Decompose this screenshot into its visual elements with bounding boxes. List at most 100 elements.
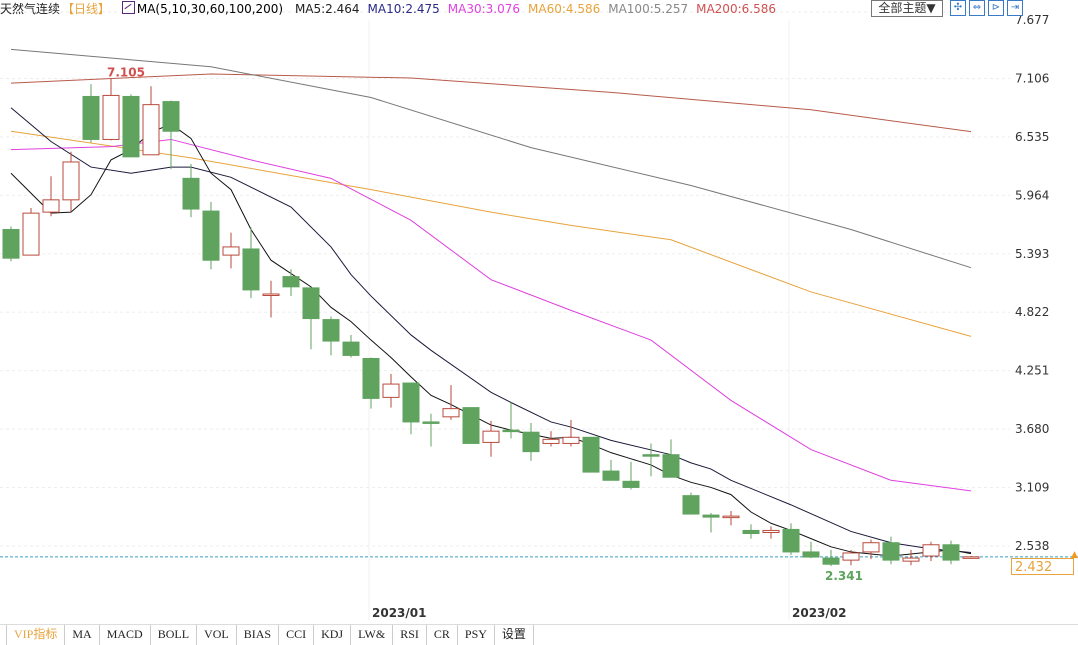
- tab-bias[interactable]: BIAS: [237, 625, 280, 645]
- candle[interactable]: [82, 84, 100, 143]
- candle[interactable]: [482, 420, 500, 457]
- candle[interactable]: [302, 287, 320, 350]
- candle-body: [322, 319, 340, 342]
- candle-body: [502, 429, 520, 433]
- candle[interactable]: [962, 556, 980, 559]
- candle[interactable]: [222, 232, 240, 269]
- candlestick-chart[interactable]: 7.677 7.106 6.535 5.964 5.393 4.822 4.251 3.680…: [0, 0, 1078, 624]
- tab-macd[interactable]: MACD: [100, 625, 151, 645]
- candle[interactable]: [522, 422, 540, 461]
- candle[interactable]: [862, 539, 880, 560]
- extreme-price-label: 2.341: [825, 569, 863, 583]
- candle[interactable]: [742, 524, 760, 539]
- ma-line-ma10: [10, 107, 972, 553]
- candle[interactable]: [162, 100, 180, 170]
- candle[interactable]: [42, 176, 60, 217]
- ma-params[interactable]: MA(5,10,30,60,100,200): [136, 2, 284, 16]
- candle-body: [302, 287, 320, 320]
- tab-rsi[interactable]: RSI: [393, 625, 427, 645]
- ma-value-ma30: MA30:3.076: [447, 2, 520, 16]
- candle[interactable]: [62, 151, 80, 213]
- candle[interactable]: [562, 419, 580, 447]
- candle[interactable]: [902, 549, 920, 566]
- candle[interactable]: [882, 536, 900, 565]
- candle[interactable]: [582, 436, 600, 473]
- candle-body: [242, 248, 260, 291]
- candle-body: [762, 529, 780, 533]
- tab-kdj[interactable]: KDJ: [314, 625, 352, 645]
- zoom-range-icon[interactable]: ⇔: [969, 0, 985, 16]
- tab-lw[interactable]: LW&: [351, 625, 394, 645]
- y-tick-label: 2.538: [1015, 539, 1049, 553]
- y-tick-label: 4.251: [1015, 364, 1049, 378]
- y-tick-label: 5.964: [1015, 188, 1049, 202]
- candle-body: [902, 557, 920, 562]
- tab-vip-indicators[interactable]: VIP指标: [7, 625, 66, 645]
- candle[interactable]: [242, 227, 260, 299]
- tab-boll[interactable]: BOLL: [151, 625, 198, 645]
- candle[interactable]: [262, 280, 280, 318]
- candle[interactable]: [662, 439, 680, 478]
- candle[interactable]: [842, 549, 860, 566]
- candle[interactable]: [202, 201, 220, 270]
- candle[interactable]: [762, 526, 780, 539]
- candle-body: [662, 454, 680, 478]
- ma-value-ma100: MA100:5.257: [608, 2, 689, 16]
- exit-right-icon[interactable]: ⇥: [1007, 0, 1023, 16]
- candle-body: [162, 101, 180, 132]
- candle-body: [2, 229, 20, 259]
- tab-ma[interactable]: MA: [65, 625, 100, 645]
- candle[interactable]: [942, 540, 960, 565]
- candle-body: [142, 104, 160, 156]
- candle[interactable]: [622, 461, 640, 490]
- crosshair-icon[interactable]: ✣: [950, 0, 966, 16]
- period-label[interactable]: 【日线】: [62, 2, 111, 16]
- candle[interactable]: [542, 431, 560, 447]
- candle[interactable]: [342, 334, 360, 358]
- indicator-icon[interactable]: [121, 1, 135, 14]
- candle[interactable]: [22, 208, 40, 256]
- tab-psy[interactable]: PSY: [458, 625, 495, 645]
- candle[interactable]: [2, 226, 20, 262]
- candle[interactable]: [442, 385, 460, 420]
- candle[interactable]: [462, 407, 480, 444]
- candle-body: [602, 470, 620, 481]
- theme-dropdown[interactable]: 全部主题▼: [871, 0, 943, 17]
- candle[interactable]: [502, 402, 520, 439]
- candle[interactable]: [422, 413, 440, 447]
- candle-body: [522, 431, 540, 453]
- candle[interactable]: [922, 541, 940, 562]
- candle[interactable]: [642, 443, 660, 477]
- candle[interactable]: [782, 523, 800, 556]
- candle-body: [702, 514, 720, 518]
- candle[interactable]: [602, 459, 620, 481]
- candle[interactable]: [402, 382, 420, 435]
- candle[interactable]: [282, 269, 300, 297]
- candle[interactable]: [702, 513, 720, 533]
- tab-cr[interactable]: CR: [427, 625, 458, 645]
- candle[interactable]: [182, 164, 200, 218]
- candle-body: [42, 199, 60, 213]
- candle-body: [562, 436, 580, 444]
- ma-line-ma200: [10, 73, 972, 133]
- x-tick-label: 2023/01: [372, 606, 426, 620]
- candle[interactable]: [682, 492, 700, 515]
- candle-body: [62, 161, 80, 201]
- candle[interactable]: [802, 541, 820, 559]
- y-tick-label: 3.680: [1015, 422, 1049, 436]
- tab-settings[interactable]: 设置: [495, 625, 534, 645]
- candle-body: [862, 542, 880, 553]
- candle[interactable]: [822, 549, 840, 567]
- candle[interactable]: [382, 373, 400, 408]
- tab-prev-stub[interactable]: [0, 625, 7, 645]
- last-price-label: 2.432: [1011, 558, 1074, 575]
- tab-vol[interactable]: VOL: [197, 625, 237, 645]
- candle[interactable]: [722, 510, 740, 526]
- candle[interactable]: [322, 316, 340, 356]
- candle[interactable]: [142, 86, 160, 156]
- candle[interactable]: [122, 94, 140, 158]
- step-forward-icon[interactable]: ⊳: [988, 0, 1004, 16]
- candle[interactable]: [362, 357, 380, 409]
- candle[interactable]: [102, 78, 120, 141]
- tab-cci[interactable]: CCI: [279, 625, 315, 645]
